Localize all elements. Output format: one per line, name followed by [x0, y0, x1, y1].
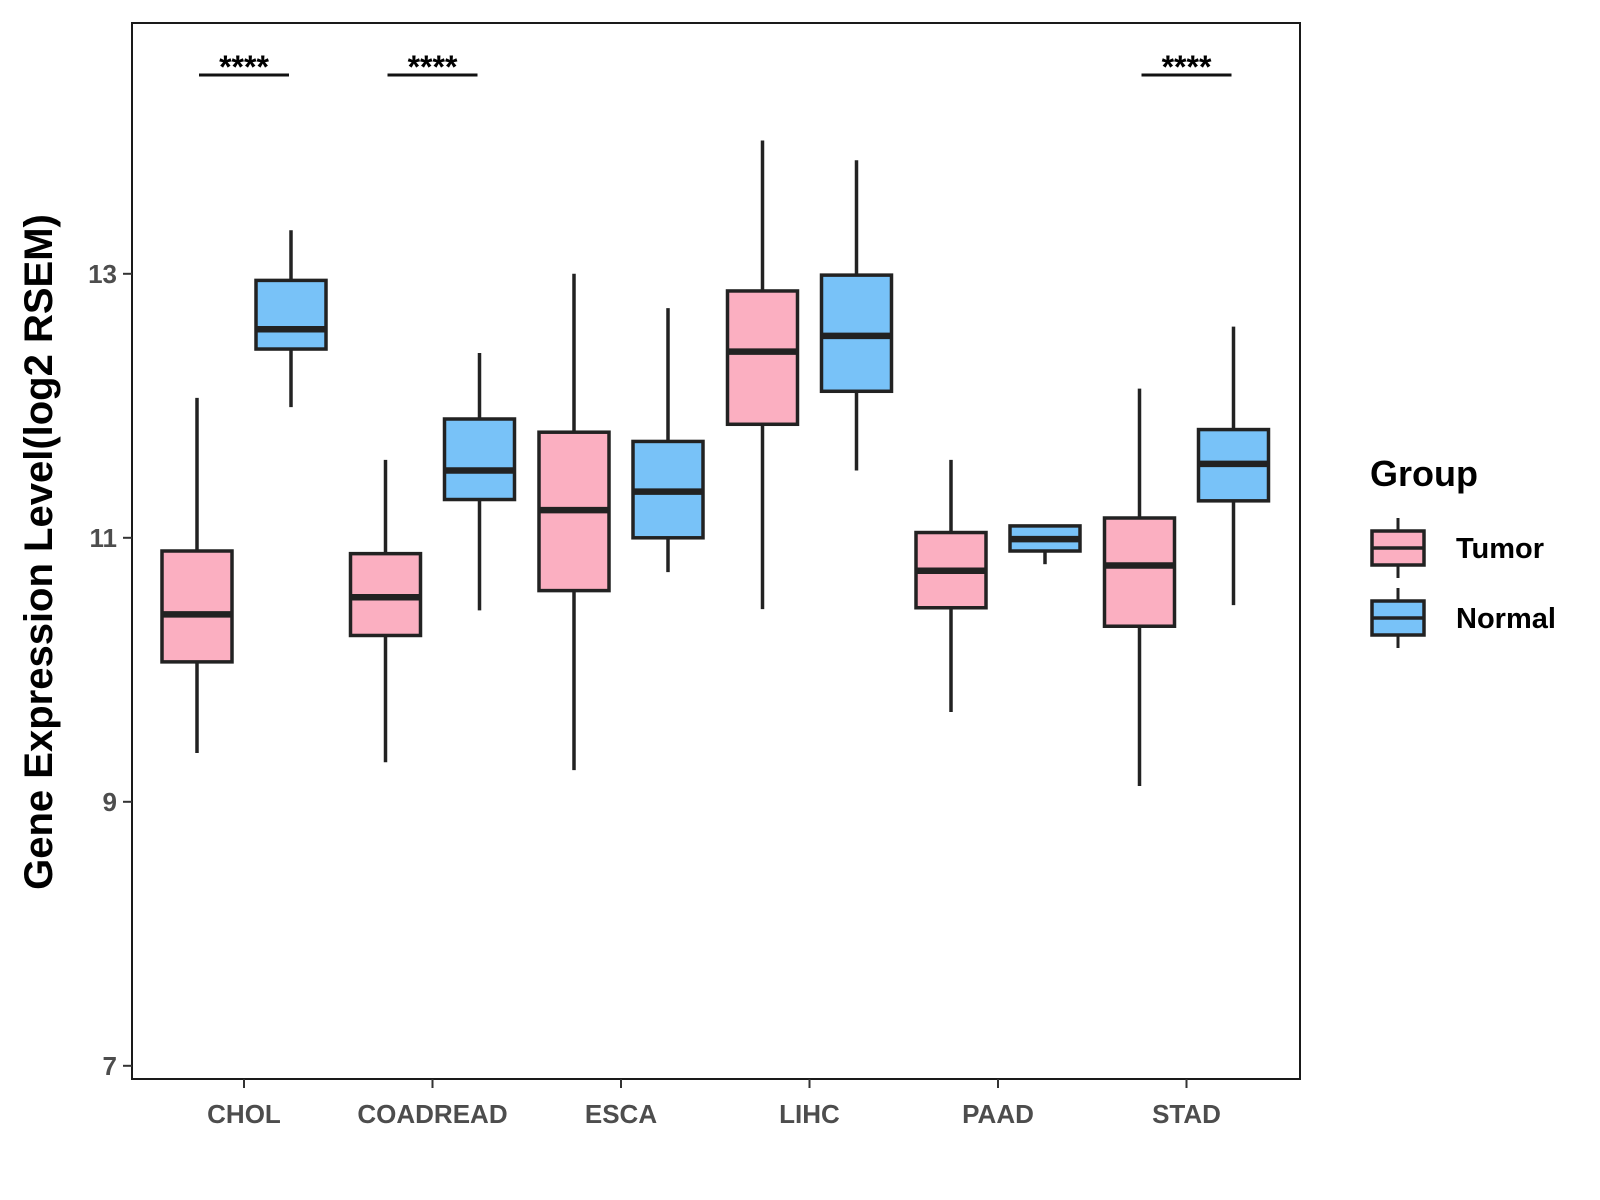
- x-tick-label: PAAD: [962, 1099, 1034, 1129]
- box-normal-stad: [1196, 326, 1271, 606]
- legend-label: Normal: [1456, 603, 1556, 635]
- y-tick-label: 7: [103, 1051, 117, 1081]
- x-tick-label: STAD: [1152, 1099, 1221, 1129]
- box-tumor-stad: [1102, 388, 1177, 786]
- x-tick-label: ESCA: [585, 1099, 657, 1129]
- box-body: [160, 549, 234, 664]
- plot-panel: [131, 22, 1301, 1080]
- box-normal-esca: [631, 308, 705, 573]
- legend-title: Group: [1370, 453, 1478, 494]
- box-body: [442, 417, 517, 502]
- significance-annotations: **** **** ****: [199, 49, 1232, 85]
- y-tick-label: 13: [88, 259, 117, 289]
- y-tick-label: 11: [90, 523, 118, 553]
- box-body: [1102, 516, 1177, 628]
- x-tick-label: LIHC: [779, 1099, 840, 1129]
- x-tick-label: CHOL: [207, 1099, 281, 1129]
- x-axis: CHOL COADREAD ESCA LIHC PAAD STAD: [207, 1079, 1221, 1129]
- significance-label: ****: [1162, 49, 1212, 85]
- y-axis: 7 9 11 13: [88, 259, 132, 1081]
- box-normal-lihc: [819, 160, 894, 471]
- box-normal-coadread: [442, 353, 517, 611]
- x-tick-label: COADREAD: [357, 1099, 507, 1129]
- box-tumor-chol: [160, 397, 234, 753]
- box-series: [160, 140, 1271, 786]
- box-normal-chol: [254, 230, 328, 408]
- legend-key-normal: Normal: [1370, 588, 1556, 648]
- box-normal-paad: [1008, 524, 1082, 565]
- box-tumor-paad: [914, 459, 988, 713]
- legend: Group Tumor Normal: [1370, 453, 1556, 648]
- box-tumor-lihc: [725, 140, 800, 610]
- y-axis-title: Gene Expression Level(log2 RSEM): [17, 214, 61, 890]
- box-tumor-coadread: [348, 459, 423, 763]
- box-body: [254, 278, 328, 351]
- y-tick-label: 9: [103, 787, 117, 817]
- box-body: [725, 289, 800, 427]
- legend-key-tumor: Tumor: [1370, 518, 1544, 578]
- significance-label: ****: [408, 49, 458, 85]
- legend-label: Tumor: [1456, 533, 1544, 565]
- significance-label: ****: [219, 49, 269, 85]
- plot-border: [131, 22, 1301, 1080]
- box-tumor-esca: [537, 273, 611, 771]
